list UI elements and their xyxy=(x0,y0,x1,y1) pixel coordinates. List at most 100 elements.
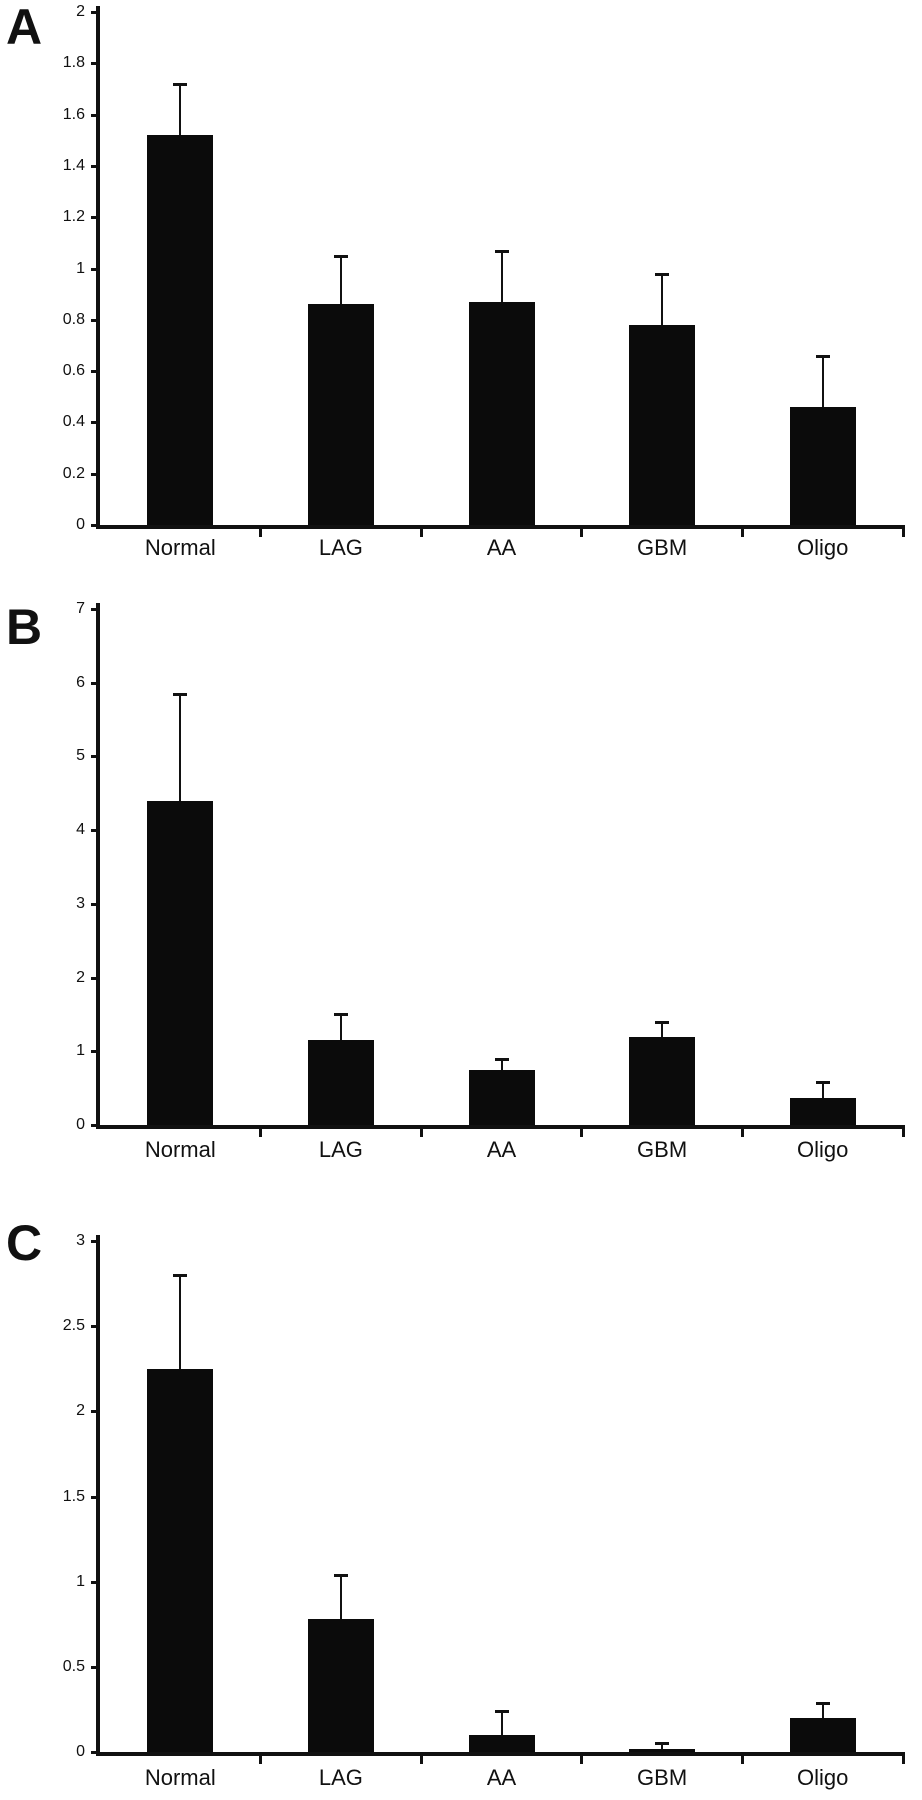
panel-b-error-cap-gbm xyxy=(655,1020,670,1024)
panel-b-xtick xyxy=(419,1125,423,1137)
panel-a-ytick-label: 2 xyxy=(76,3,85,20)
panel-a-xtick xyxy=(419,525,423,537)
panel-c-category-label-gbm: GBM xyxy=(637,1765,688,1790)
panel-a-xtick xyxy=(259,525,263,537)
panel-b-category-label-normal: Normal xyxy=(144,1137,216,1162)
panel-c-error-bar-lag xyxy=(339,1574,342,1620)
panel-b-ytick-label: 4 xyxy=(76,821,85,839)
panel-c-error-cap-aa xyxy=(494,1710,509,1714)
panel-c-xtick xyxy=(419,1752,423,1764)
panel-c-xtick xyxy=(580,1752,584,1764)
panel-a-xtick xyxy=(901,525,905,537)
panel-c-error-cap-oligo xyxy=(815,1701,830,1705)
panel-b-xtick xyxy=(580,1125,584,1137)
panel-b-category-label-gbm: GBM xyxy=(637,1137,688,1162)
panel-a-ytick xyxy=(91,216,100,220)
panel-a-ytick xyxy=(91,318,100,322)
panel-a-ytick xyxy=(91,421,100,425)
panel-a-ytick-label: 1 xyxy=(76,259,85,277)
panel-b-error-bar-aa xyxy=(500,1058,503,1070)
panel-a-ytick xyxy=(91,267,100,271)
panel-b-bar-normal xyxy=(147,800,214,1125)
panel-b-xtick xyxy=(740,1125,744,1137)
panel-b-ytick xyxy=(91,902,100,906)
panel-a-category-label-lag: LAG xyxy=(318,535,363,560)
panel-b-category-label-oligo: Oligo xyxy=(797,1137,849,1162)
panel-a-error-bar-oligo xyxy=(821,355,824,407)
panel-a-bar-oligo xyxy=(789,407,856,525)
panel-c-ytick xyxy=(91,1580,100,1584)
panel-a-error-bar-gbm xyxy=(661,273,664,325)
panel-c-bar-aa xyxy=(468,1734,535,1752)
panel-c-ytick xyxy=(91,1665,100,1669)
panel-a-error-cap-normal xyxy=(173,82,188,86)
panel-b-error-bar-normal xyxy=(179,693,182,801)
panel-b-ytick-label: 5 xyxy=(76,747,85,765)
panel-c-bar-lag xyxy=(307,1619,374,1752)
panel-b-error-bar-gbm xyxy=(661,1021,664,1037)
panel-c-ytick xyxy=(91,1410,100,1414)
panel-b-ytick-label: 6 xyxy=(76,673,85,691)
panel-a-ytick-label: 1.4 xyxy=(62,156,85,174)
panel-c-ytick xyxy=(91,1751,100,1754)
panel-a-ytick-label: 1.8 xyxy=(62,54,85,72)
panel-a-category-label-aa: AA xyxy=(486,535,517,560)
panel-a-ytick-label: 0.2 xyxy=(62,464,85,482)
panel-b-error-bar-oligo xyxy=(821,1082,824,1098)
panel-c-ytick-label: 2.5 xyxy=(62,1317,85,1335)
panel-c-category-label-aa: AA xyxy=(486,1765,517,1790)
panel-a-error-cap-aa xyxy=(494,249,509,253)
panel-c-ytick-label: 3 xyxy=(76,1232,85,1249)
panel-b-category-label-aa: AA xyxy=(486,1137,517,1162)
panel-c-xtick xyxy=(901,1752,905,1764)
panel-a-ytick-label: 0.4 xyxy=(62,413,85,431)
panel-c-bar-oligo xyxy=(789,1717,856,1752)
panel-c-bar-gbm xyxy=(629,1748,696,1752)
panel-a-bar-aa xyxy=(468,301,535,525)
panel-c-x-axis xyxy=(96,1752,905,1756)
panel-b-ytick-label: 3 xyxy=(76,894,85,912)
panel-c-ytick xyxy=(91,1240,100,1243)
panel-b-x-axis xyxy=(96,1125,905,1129)
panel-a-ytick xyxy=(91,164,100,168)
panel-a-bar-lag xyxy=(307,304,374,525)
panel-c-ytick xyxy=(91,1495,100,1499)
panel-b-y-axis xyxy=(96,603,100,1129)
panel-c-ytick xyxy=(91,1325,100,1329)
panel-a-error-cap-lag xyxy=(333,254,348,258)
panel-b-ytick xyxy=(91,608,100,611)
panel-c-ytick-label: 1.5 xyxy=(62,1487,85,1505)
panel-a-xtick xyxy=(740,525,744,537)
panel-c-error-cap-normal xyxy=(173,1274,188,1278)
panel-c-category-label-oligo: Oligo xyxy=(797,1765,849,1790)
panel-b-label: B xyxy=(6,599,43,655)
panel-a-bar-gbm xyxy=(629,324,696,525)
panel-c-error-bar-oligo xyxy=(821,1702,824,1718)
panel-a-error-cap-gbm xyxy=(655,272,670,276)
panel-a-ytick-label: 0 xyxy=(76,516,85,533)
panel-b-error-cap-normal xyxy=(173,692,188,696)
panel-c-error-cap-lag xyxy=(333,1573,348,1577)
panel-b-ytick-label: 0 xyxy=(76,1116,85,1133)
panel-b-error-cap-lag xyxy=(333,1013,348,1017)
panel-b-ytick xyxy=(91,681,100,685)
panel-c-xtick xyxy=(259,1752,263,1764)
panel-b-ytick-label: 1 xyxy=(76,1042,85,1060)
panel-c-error-cap-gbm xyxy=(655,1742,670,1746)
panel-b-xtick xyxy=(259,1125,263,1137)
panel-c-bar-normal xyxy=(147,1368,214,1752)
panel-b-ytick xyxy=(91,829,100,833)
panel-a-category-label-normal: Normal xyxy=(144,535,216,560)
panel-b-xtick xyxy=(901,1125,905,1137)
panel-c-ytick-label: 2 xyxy=(76,1402,85,1420)
panel-a-ytick xyxy=(91,113,100,117)
panel-c-ytick-label: 0.5 xyxy=(62,1657,85,1675)
panel-c-label: C xyxy=(6,1215,43,1271)
panel-b-ytick-label: 2 xyxy=(76,968,85,986)
panel-a-ytick-label: 0.8 xyxy=(62,310,85,328)
panel-b-bar-lag xyxy=(307,1040,374,1125)
panel-c-ytick-label: 0 xyxy=(76,1743,85,1760)
panel-a-category-label-gbm: GBM xyxy=(637,535,688,560)
panel-b-error-cap-oligo xyxy=(815,1081,830,1085)
